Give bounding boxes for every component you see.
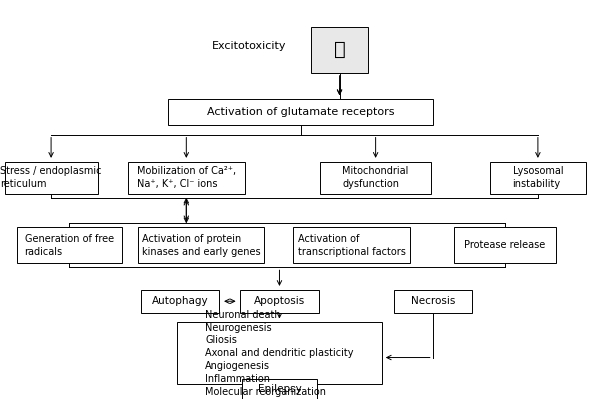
Text: Neuronal death
Neurogenesis
Gliosis
Axonal and dendritic plasticity
Angiogenesis: Neuronal death Neurogenesis Gliosis Axon… — [205, 310, 354, 397]
Bar — [17, 227, 121, 263]
Bar — [141, 290, 219, 313]
Bar — [177, 322, 382, 384]
Text: Mitochondrial
dysfunction: Mitochondrial dysfunction — [343, 166, 409, 189]
Bar — [138, 227, 264, 263]
Bar — [490, 162, 586, 194]
Text: Autophagy: Autophagy — [152, 296, 209, 306]
Text: Protease release: Protease release — [464, 240, 546, 251]
Text: Mobilization of Ca²⁺,
Na⁺, K⁺, Cl⁻ ions: Mobilization of Ca²⁺, Na⁺, K⁺, Cl⁻ ions — [137, 166, 236, 189]
Bar — [311, 27, 368, 73]
Text: Activation of protein
kinases and early genes: Activation of protein kinases and early … — [142, 234, 261, 257]
Bar — [293, 227, 410, 263]
Text: 🧠: 🧠 — [334, 40, 346, 59]
Bar — [240, 290, 319, 313]
Text: Activation of glutamate receptors: Activation of glutamate receptors — [207, 107, 394, 117]
Text: Necrosis: Necrosis — [410, 296, 455, 306]
Bar — [242, 379, 317, 399]
Text: Epilepsy: Epilepsy — [258, 384, 301, 394]
Text: Lysosomal
instability: Lysosomal instability — [513, 166, 563, 189]
Text: Generation of free
radicals: Generation of free radicals — [25, 234, 114, 257]
Text: Stress / endoplasmic
reticulum: Stress / endoplasmic reticulum — [1, 166, 102, 189]
Bar — [127, 162, 245, 194]
Bar — [168, 99, 433, 124]
Text: Excitotoxicity: Excitotoxicity — [212, 41, 287, 51]
Bar — [454, 227, 556, 263]
Text: Apoptosis: Apoptosis — [254, 296, 305, 306]
Bar — [320, 162, 432, 194]
Bar — [5, 162, 97, 194]
Bar — [394, 290, 472, 313]
Text: Activation of
transcriptional factors: Activation of transcriptional factors — [297, 234, 406, 257]
